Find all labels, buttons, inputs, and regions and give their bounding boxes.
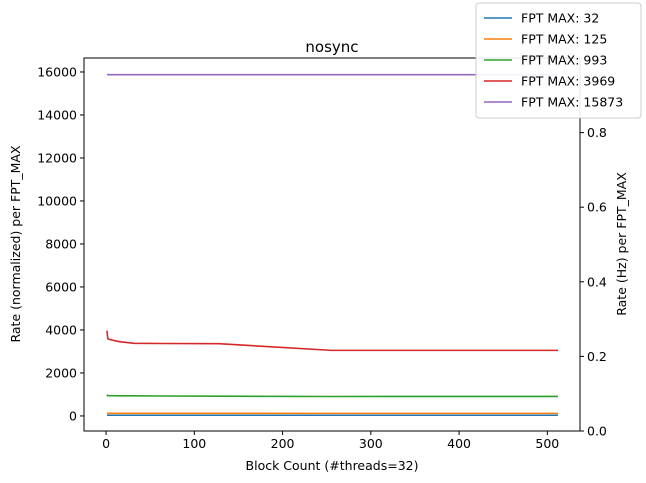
x-axis-label: Block Count (#threads=32): [246, 458, 419, 473]
y-right-tick-label: 0.6: [587, 200, 607, 215]
y-axis-label: Rate (normalized) per FPT_MAX: [8, 145, 23, 343]
y-axis-right: 0.0 0.2 0.4 0.6 0.8: [580, 125, 607, 439]
y-right-tick-label: 0.8: [587, 125, 607, 140]
x-tick-label: 500: [535, 436, 559, 451]
y-tick-label: 6000: [45, 279, 77, 294]
chart-title: nosync: [305, 38, 358, 56]
y-tick-label: 16000: [37, 64, 77, 79]
y-axis-left: 0 2000 4000 6000 8000 10000 12000 14000 16000: [37, 64, 84, 423]
legend-entry-0: FPT MAX: 32: [521, 11, 599, 26]
plot-frame: [83, 57, 581, 432]
y-axis-right-label: Rate (Hz) per FPT_MAX: [614, 172, 629, 316]
y-tick-label: 4000: [45, 322, 77, 337]
x-tick-label: 100: [182, 436, 206, 451]
y-right-tick-label: 0.0: [587, 424, 607, 439]
y-tick-label: 10000: [37, 193, 77, 208]
series-line-3: [106, 330, 558, 352]
plot-area: [106, 73, 558, 417]
y-tick-label: 0: [69, 408, 77, 423]
legend-entry-3: FPT MAX: 3969: [521, 74, 615, 89]
legend-entry-2: FPT MAX: 993: [521, 53, 607, 68]
x-axis: 0 100 200 300 400 500: [102, 431, 559, 451]
y-tick-label: 14000: [37, 107, 77, 122]
y-right-tick-label: 0.2: [587, 349, 607, 364]
y-tick-label: 12000: [37, 150, 77, 165]
legend: FPT MAX: 32 FPT MAX: 125 FPT MAX: 993 FPT M…: [475, 2, 642, 119]
legend-entry-4: FPT MAX: 15873: [521, 95, 623, 110]
x-tick-label: 400: [447, 436, 471, 451]
y-tick-label: 8000: [45, 236, 77, 251]
legend-box: [475, 2, 642, 119]
legend-entry-1: FPT MAX: 125: [521, 32, 607, 47]
y-tick-label: 2000: [45, 365, 77, 380]
x-tick-label: 200: [271, 436, 295, 451]
series-line-2: [106, 394, 558, 398]
y-right-tick-label: 0.4: [587, 274, 607, 289]
x-tick-label: 0: [102, 436, 110, 451]
x-tick-label: 300: [359, 436, 383, 451]
